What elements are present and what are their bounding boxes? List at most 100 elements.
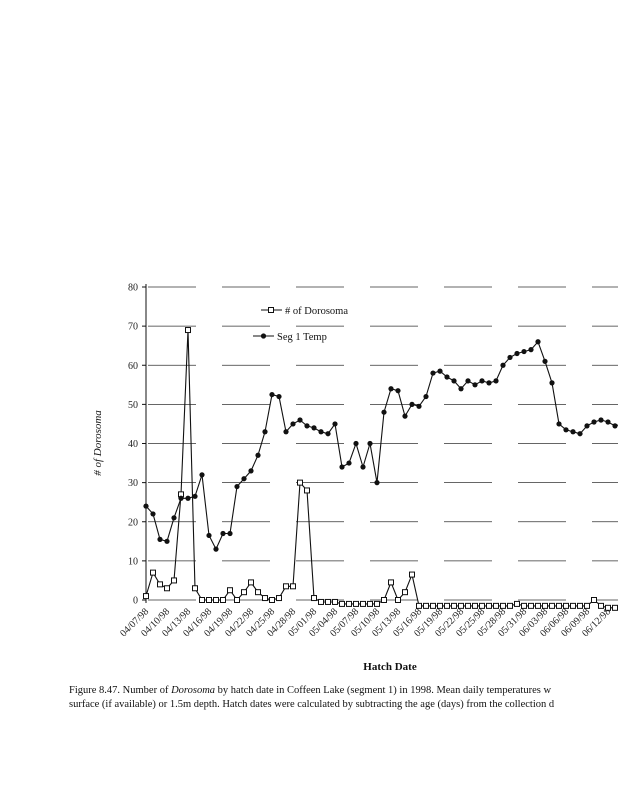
dorosoma-point [339,600,345,607]
series [143,327,618,611]
dorosoma-point [507,602,513,609]
temp-point [570,429,576,435]
temp-point [283,429,289,435]
dorosoma-point [605,604,611,611]
dorosoma-point [430,602,436,609]
temp-point [486,380,492,386]
y-tick-label-70: 70 [128,322,138,333]
dorosoma-point [570,602,576,609]
temp-point [234,483,240,490]
temp-point [465,378,471,384]
dorosoma-point [465,602,471,609]
temp-point [437,368,443,374]
dorosoma-point [381,597,387,603]
dorosoma-point [297,479,303,486]
temp-point [521,348,527,355]
dorosoma-point [416,602,422,609]
y-tick-label-0: 0 [133,596,138,607]
temp-point [185,495,191,501]
temp-point [542,358,548,364]
temp-point [353,440,359,447]
temp-point [367,440,373,447]
dorosoma-point [486,602,492,609]
temp-point [346,460,352,466]
dorosoma-point [234,597,240,603]
dorosoma-point [521,602,527,609]
temp-point [381,409,387,415]
temp-point [430,370,436,376]
caption-genus: Dorosoma [171,685,216,696]
temp-point [472,382,478,388]
temp-point [318,429,324,435]
temp-point [206,532,212,539]
dorosoma-point [150,569,156,576]
temp-point [423,393,429,400]
temp-point [402,413,408,419]
dorosoma-point [143,593,149,600]
temp-point [241,476,247,482]
temp-point [360,464,366,470]
temp-point [409,401,415,407]
temp-point [416,403,422,409]
dorosoma-point [528,602,534,609]
dorosoma-point [423,602,429,609]
dorosoma-point [171,577,177,584]
y-axis-title: # of Dorosoma [92,410,104,476]
temp-point [507,354,513,361]
dorosoma-point [549,602,555,609]
dorosoma-point [612,604,618,611]
y-tick-label-10: 10 [128,556,138,567]
dorosoma-point [304,487,310,494]
dorosoma-point [402,589,408,596]
axes [142,284,147,603]
temp-point [388,386,394,392]
temp-point [514,350,520,357]
dorosoma-point [577,602,583,609]
temp-point [213,546,219,552]
temp-point [276,393,282,400]
dorosoma-point [157,581,163,588]
temp-point [157,536,163,542]
dorosoma-point [409,571,415,578]
legend-temp-marker [260,333,267,339]
x-tick-labels: 04/07/9804/10/9804/13/9804/16/9804/19/98… [118,606,613,639]
temp-point [598,417,604,423]
dorosoma-point [220,597,226,603]
dorosoma-point [472,602,478,609]
y-tick-label-30: 30 [128,478,138,489]
dorosoma-point [199,597,205,603]
dorosoma-point [346,600,352,607]
caption-line-1-post: by hatch date in Coffeen Lake (segment 1… [215,685,552,696]
dorosoma-point [563,602,569,609]
dorosoma-point [241,589,247,596]
dorosoma-point [276,595,282,602]
y-tick-label-50: 50 [128,400,138,411]
dorosoma-point [591,597,597,603]
dorosoma-point [598,602,604,609]
temp-point [605,419,611,425]
dorosoma-point [269,597,275,603]
grid-lines [148,286,618,601]
figure-caption: Figure 8.47. Number of Dorosoma by hatch… [69,684,618,712]
dorosoma-point [444,602,450,609]
legend-dorosoma-marker [268,307,274,313]
dorosoma-point [374,600,380,607]
dorosoma-point [311,595,317,602]
dorosoma-point [493,602,499,609]
temp-point [339,464,345,470]
dorosoma-point [584,602,590,609]
dorosoma-point [479,602,485,609]
dorosoma-point [360,600,366,607]
dorosoma-point [332,598,338,605]
caption-line-1-pre: Figure 8.47. Number of [69,685,172,696]
temp-point [556,421,562,427]
temp-point [528,347,534,353]
temp-point [269,391,275,398]
temp-point [171,515,177,521]
series-line-1 [145,340,618,551]
dorosoma-point [227,587,233,594]
dorosoma-point [192,585,198,592]
temp-point [479,378,485,384]
y-tick-label-40: 40 [128,439,138,450]
